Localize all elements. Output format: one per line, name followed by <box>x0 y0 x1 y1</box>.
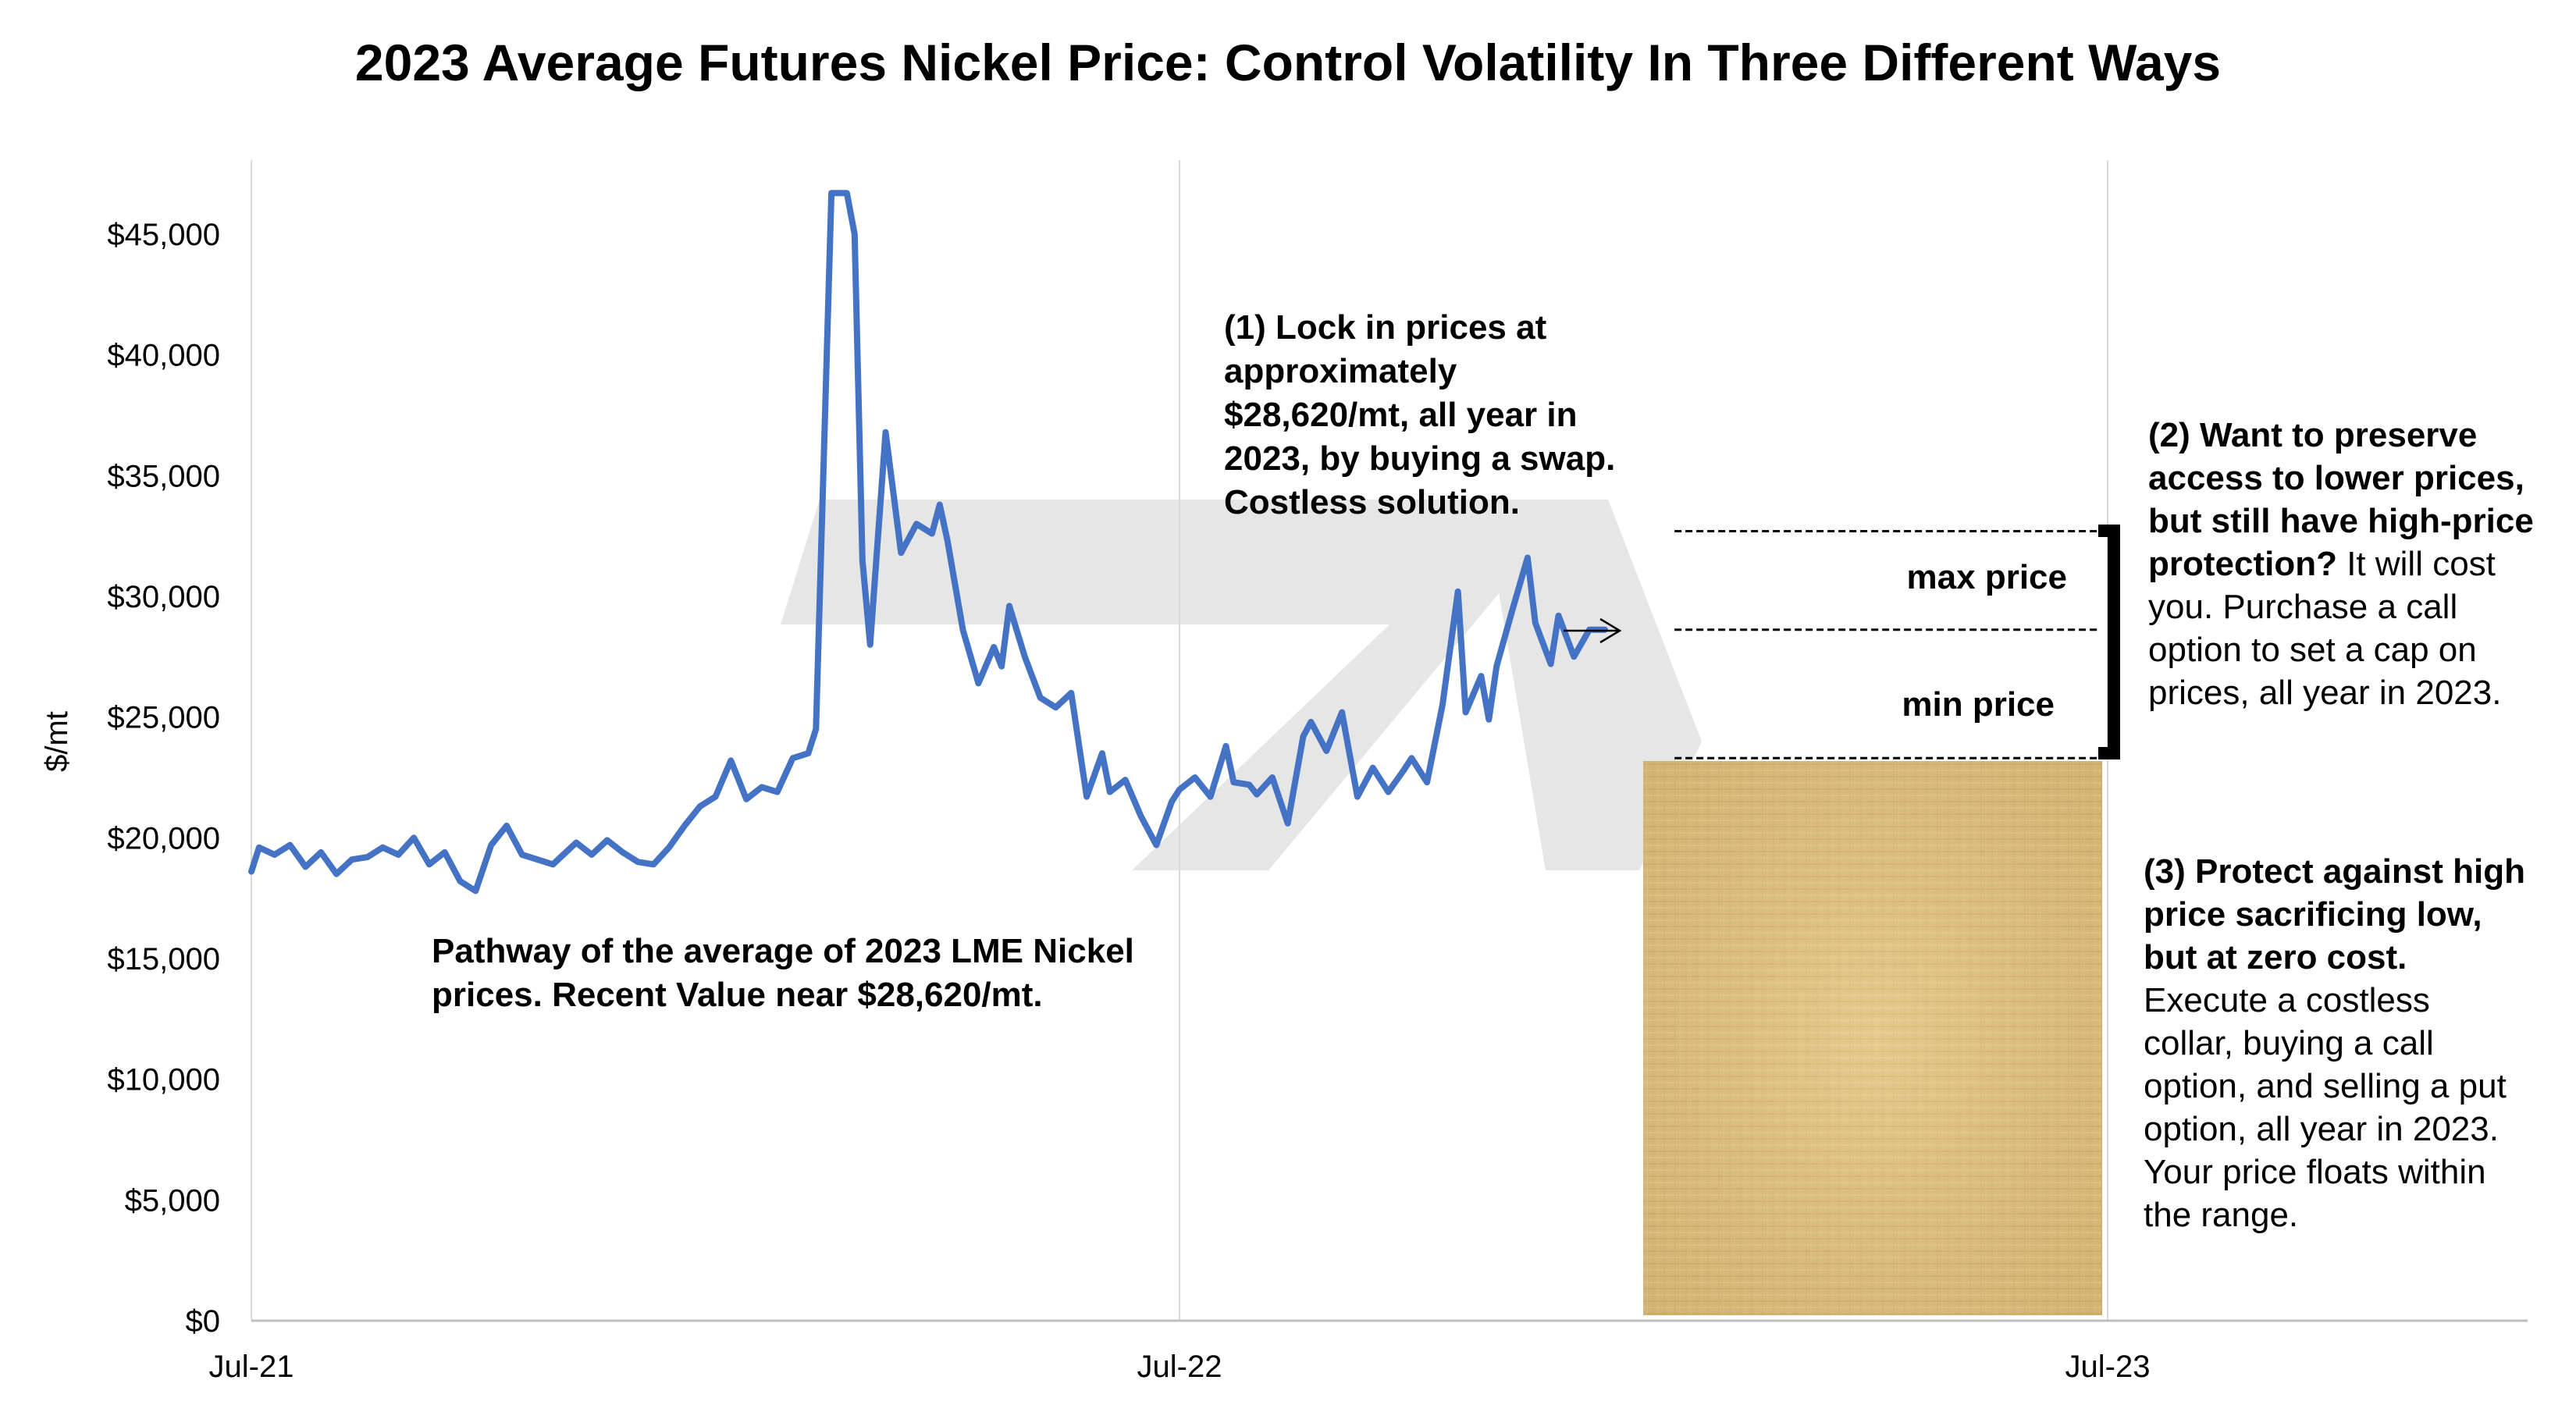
max-min-bracket <box>2098 525 2120 759</box>
y-tick-label: $5,000 <box>125 1183 220 1218</box>
chart-title: 2023 Average Futures Nickel Price: Contr… <box>355 34 2221 91</box>
pathway-annotation: Pathway of the average of 2023 LME Nicke… <box>432 932 1144 1014</box>
x-tick-label: Jul-22 <box>1137 1350 1222 1384</box>
y-tick-label: $10,000 <box>107 1063 220 1097</box>
y-tick-label: $35,000 <box>107 459 220 493</box>
y-tick-label: $45,000 <box>107 218 220 252</box>
collar-range-box <box>1643 761 2102 1315</box>
x-tick-label: Jul-23 <box>2065 1350 2151 1384</box>
y-tick-label: $40,000 <box>107 339 220 373</box>
x-tick-label: Jul-21 <box>209 1350 294 1384</box>
y-tick-label: $0 <box>186 1304 221 1339</box>
watermark-logo <box>781 500 1702 870</box>
call-option-annotation: (2) Want to preserve access to lower pri… <box>2148 416 2543 712</box>
nickel-price-line <box>248 190 1608 895</box>
projection-arrow <box>1564 617 1622 644</box>
y-tick-label: $25,000 <box>107 701 220 735</box>
y-tick-label: $15,000 <box>107 942 220 976</box>
y-tick-label: $20,000 <box>107 821 220 855</box>
price-projection <box>1674 529 2101 759</box>
y-tick-labels: $0 $5,000 $10,000 $15,000 $20,000 $25,000 $30,… <box>107 218 220 1339</box>
max-price-label: max price <box>1907 558 2067 596</box>
y-axis-label: $/mt <box>40 711 74 772</box>
collar-annotation: (3) Protect against high price sacrifici… <box>2144 852 2535 1234</box>
min-price-label: min price <box>1902 685 2055 724</box>
swap-annotation: (1) Lock in prices at approximately $28,… <box>1224 308 1625 521</box>
x-tick-labels: Jul-21 Jul-22 Jul-23 <box>209 1350 2151 1384</box>
y-tick-label: $30,000 <box>107 580 220 614</box>
